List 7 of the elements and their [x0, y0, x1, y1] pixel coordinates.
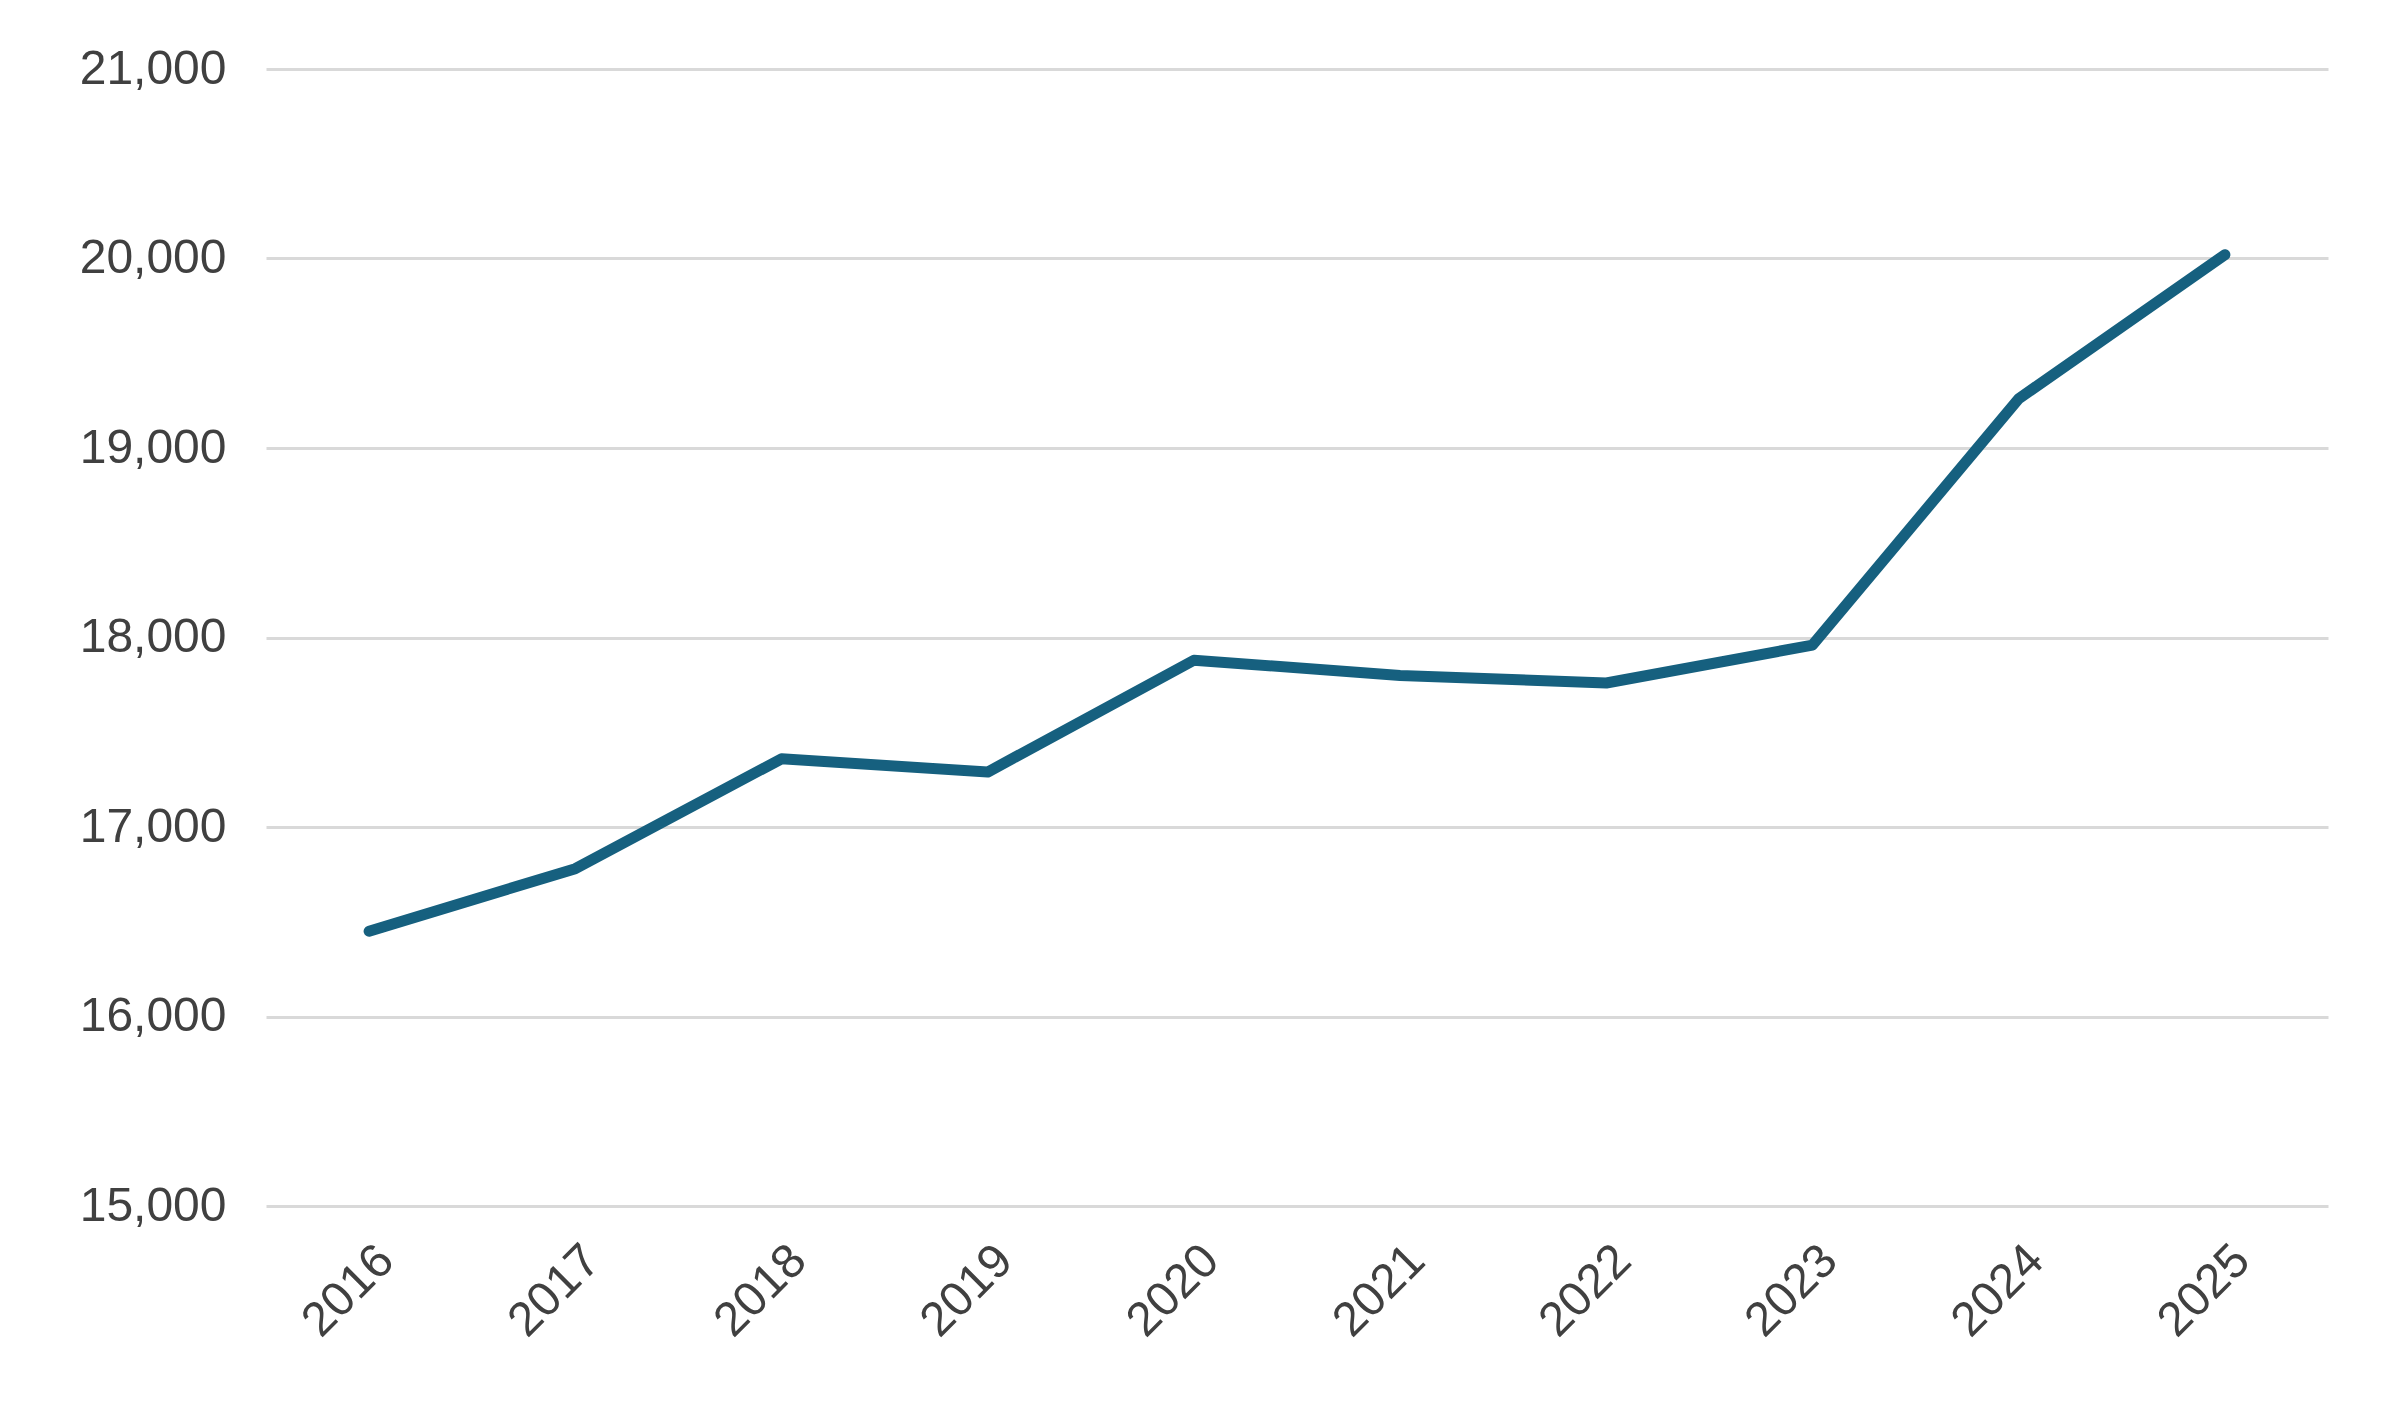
y-tick-label: 16,000 [79, 988, 227, 1041]
y-tick-label: 21,000 [79, 40, 227, 94]
y-tick-label: 19,000 [79, 419, 227, 473]
y-tick-label: 15,000 [79, 1177, 227, 1231]
y-tick-label: 18,000 [79, 609, 227, 662]
y-tick-label: 20,000 [79, 230, 227, 283]
y-tick-label: 17,000 [79, 798, 227, 852]
